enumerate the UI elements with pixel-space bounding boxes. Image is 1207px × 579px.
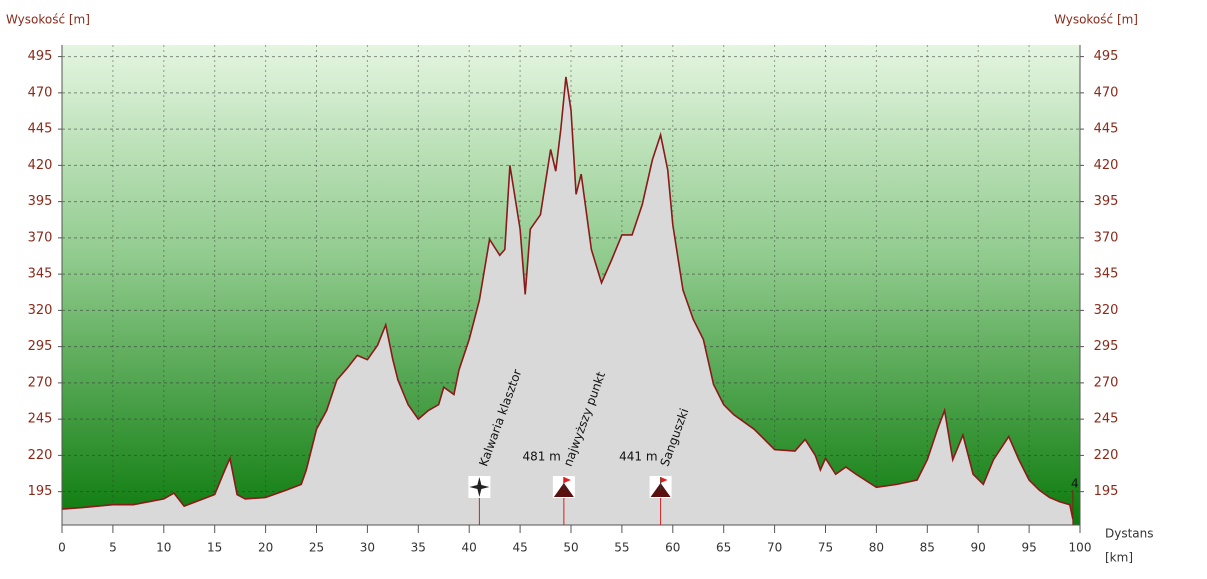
y2-tick-label: 220 (1094, 448, 1119, 463)
x-tick-label: 15 (207, 541, 222, 555)
y-tick-label: 445 (28, 122, 53, 137)
y-tick-label: 470 (28, 85, 53, 100)
profile-line (61, 76, 1074, 520)
y-tick-label: 270 (28, 375, 53, 390)
x-tick-label: 5 (109, 541, 117, 555)
y2-tick-label: 495 (1094, 49, 1119, 64)
y-tick-label: 295 (28, 339, 53, 354)
y2-tick-label: 295 (1094, 339, 1119, 354)
y-tick-label: 345 (28, 267, 53, 282)
x-axis-unit: [km] (1105, 551, 1133, 565)
x-tick-label: 50 (563, 541, 578, 555)
x-tick-label: 45 (512, 541, 527, 555)
y2-tick-label: 270 (1094, 375, 1119, 390)
x-tick-label: 0 (58, 541, 66, 555)
value-label: 481 m (522, 450, 560, 464)
x-tick-label: 30 (360, 541, 375, 555)
x-tick-label: 85 (920, 541, 935, 555)
y-tick-label: 220 (28, 448, 53, 463)
y-tick-label: 245 (28, 412, 53, 427)
x-axis-title: Dystans (1105, 527, 1154, 541)
marker-icon (552, 476, 575, 498)
y-tick-label: 195 (28, 484, 53, 499)
marker-icon (649, 476, 672, 498)
marker-label: 4 (1071, 477, 1079, 491)
y2-tick-label: 320 (1094, 303, 1119, 318)
y2-tick-label: 395 (1094, 194, 1119, 209)
x-tick-label: 20 (258, 541, 273, 555)
x-tick-label: 55 (614, 541, 629, 555)
x-tick-label: 35 (411, 541, 426, 555)
flag (563, 477, 571, 483)
y-tick-label: 370 (28, 230, 53, 245)
x-tick-label: 65 (716, 541, 731, 555)
x-tick-label: 75 (818, 541, 833, 555)
y-tick-label: 420 (28, 158, 53, 173)
y2-tick-label: 445 (1094, 122, 1119, 137)
marker-icon (468, 476, 491, 498)
y2-axis-title: Wysokość [m] (1054, 13, 1138, 27)
x-tick-label: 90 (971, 541, 986, 555)
flag (660, 477, 668, 483)
y2-tick-label: 195 (1094, 484, 1119, 499)
x-tick-label: 80 (869, 541, 884, 555)
y2-tick-label: 345 (1094, 267, 1119, 282)
x-tick-label: 95 (1021, 541, 1036, 555)
y2-tick-label: 370 (1094, 230, 1119, 245)
x-tick-label: 70 (767, 541, 782, 555)
y-tick-label: 320 (28, 303, 53, 318)
y2-tick-label: 470 (1094, 85, 1119, 100)
x-tick-label: 100 (1069, 541, 1092, 555)
x-tick-label: 25 (309, 541, 324, 555)
x-tick-label: 40 (462, 541, 477, 555)
profile-fill (62, 76, 1073, 525)
value-label: 441 m (619, 450, 657, 464)
compass (469, 477, 490, 497)
y-tick-label: 395 (28, 194, 53, 209)
y-axis-title: Wysokość [m] (6, 13, 90, 27)
y2-tick-label: 245 (1094, 412, 1119, 427)
x-tick-label: 60 (665, 541, 680, 555)
x-tick-label: 10 (156, 541, 171, 555)
y2-tick-label: 420 (1094, 158, 1119, 173)
y-tick-label: 495 (28, 49, 53, 64)
